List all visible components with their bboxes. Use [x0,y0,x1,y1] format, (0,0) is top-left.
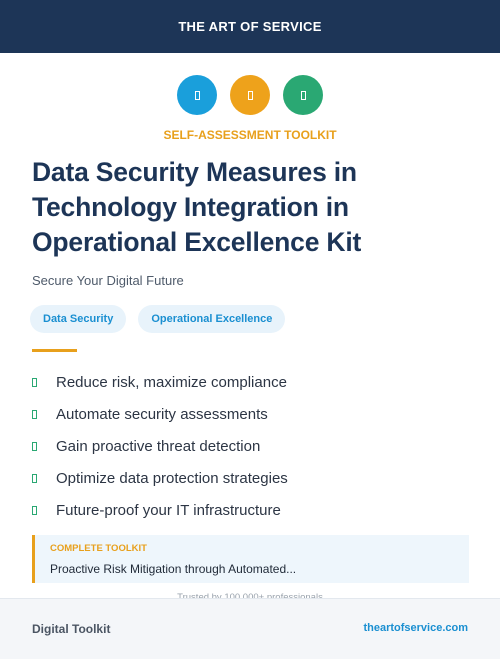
footer: Digital Toolkit theartofservice.com [0,598,500,659]
orange-circle-icon [230,75,270,115]
feature-text: Automate security assessments [56,405,268,423]
check-icon [32,505,37,515]
check-icon [32,473,37,483]
check-icon [32,441,37,451]
icon-row [0,75,500,115]
list-item: Optimize data protection strategies [32,462,288,494]
list-item: Automate security assessments [32,398,288,430]
feature-text: Gain proactive threat detection [56,437,261,455]
feature-text: Optimize data protection strategies [56,469,288,487]
feature-list: Reduce risk, maximize compliance Automat… [32,366,288,526]
eyebrow-label: SELF-ASSESSMENT TOOLKIT [163,128,337,142]
trusted-note: Trusted by 100,000+ professionals [0,592,500,603]
check-icon [32,377,37,387]
tag-data-security[interactable]: Data Security [30,305,127,333]
green-circle-icon [283,75,323,115]
list-item: Reduce risk, maximize compliance [32,366,288,398]
list-item: Future-proof your IT infrastructure [32,494,288,526]
tag-list: Data Security Operational Excellence [30,305,286,333]
callout-text: Proactive Risk Mitigation through Automa… [50,562,297,576]
glyph-icon [194,90,200,100]
top-banner: THE ART OF SERVICE [0,0,500,53]
feature-text: Reduce risk, maximize compliance [56,373,287,391]
footer-label: Digital Toolkit [32,622,111,636]
callout-label: COMPLETE TOOLKIT [50,543,147,554]
check-icon [32,409,37,419]
blue-circle-icon [177,75,217,115]
accent-divider [32,349,77,352]
glyph-icon [300,90,306,100]
list-item: Gain proactive threat detection [32,430,288,462]
glyph-icon [247,90,253,100]
subtitle: Secure Your Digital Future [32,273,184,288]
tag-operational-excellence[interactable]: Operational Excellence [138,305,286,333]
page-title: Data Security Measures in Technology Int… [32,157,362,257]
brand-title: THE ART OF SERVICE [178,19,322,34]
website-link[interactable]: theartofservice.com [363,622,468,634]
feature-text: Future-proof your IT infrastructure [56,501,281,519]
complete-toolkit-callout: COMPLETE TOOLKIT Proactive Risk Mitigati… [32,535,469,583]
